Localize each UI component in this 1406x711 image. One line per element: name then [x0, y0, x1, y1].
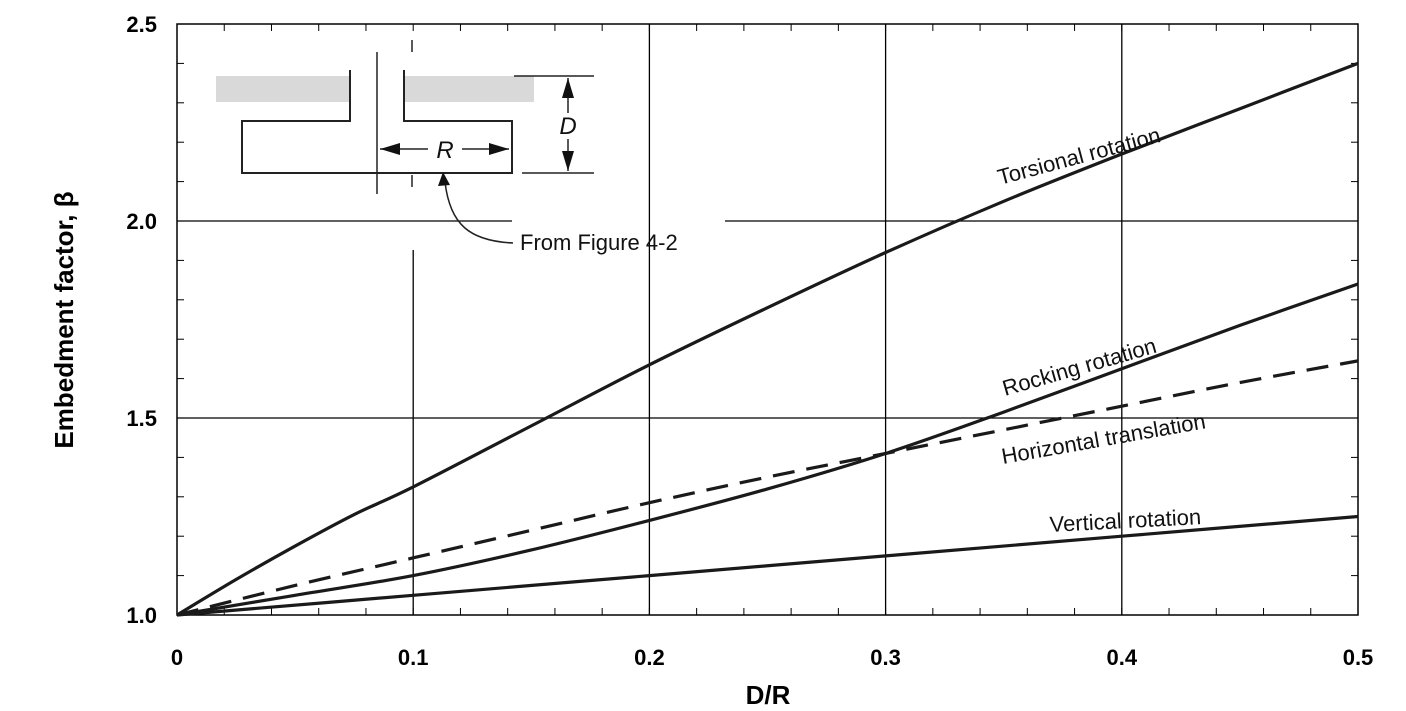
soil-left — [216, 76, 350, 102]
y-tick-label: 2.0 — [126, 209, 157, 234]
x-tick-label: 0.3 — [870, 645, 901, 670]
tick-labels: 0 0.1 0.2 0.3 0.4 0.5 1.0 1.5 2.0 2.5 — [126, 12, 1373, 670]
r-label-bg — [428, 138, 462, 160]
y-tick-label: 1.5 — [126, 406, 157, 431]
leader-arrowhead — [438, 172, 450, 186]
soil-right — [404, 76, 534, 102]
y-axis-title: Embedment factor, β — [49, 191, 79, 448]
d-arrow-bottom — [562, 151, 574, 171]
inset-note: From Figure 4-2 — [520, 230, 678, 255]
x-tick-label: 0.1 — [398, 645, 429, 670]
series-layer — [176, 61, 1359, 617]
x-tick-label: 0.4 — [1107, 645, 1138, 670]
grid — [177, 24, 1358, 615]
d-dimension-label: D — [559, 113, 576, 140]
r-arrow-right — [489, 143, 509, 155]
x-tick-label: 0.2 — [634, 645, 665, 670]
plot-frame — [176, 23, 1359, 616]
series-line-rocking-rotation — [176, 282, 1359, 617]
r-dimension-label: R — [436, 137, 453, 164]
y-tick-label: 2.5 — [126, 12, 157, 37]
y-tick-label: 1.0 — [126, 603, 157, 628]
series-line-vertical-rotation — [176, 514, 1359, 617]
d-label-bg — [556, 113, 580, 139]
d-arrow-top — [562, 78, 574, 98]
x-tick-label: 0.5 — [1343, 645, 1374, 670]
label-rocking-rotation: Rocking rotation — [999, 333, 1159, 401]
leader-line — [444, 181, 514, 244]
x-tick-label: 0 — [171, 645, 183, 670]
series-line-torsional-rotation — [176, 61, 1359, 617]
r-arrow-left — [380, 143, 400, 155]
minor-ticks — [177, 24, 1358, 615]
series-line-horizontal-translation — [176, 359, 1359, 617]
foundation-inset-diagram: R D From Figure 4-2 — [216, 40, 678, 255]
label-torsional-rotation: Torsional rotation — [995, 122, 1163, 190]
x-axis-title: D/R — [746, 680, 791, 710]
